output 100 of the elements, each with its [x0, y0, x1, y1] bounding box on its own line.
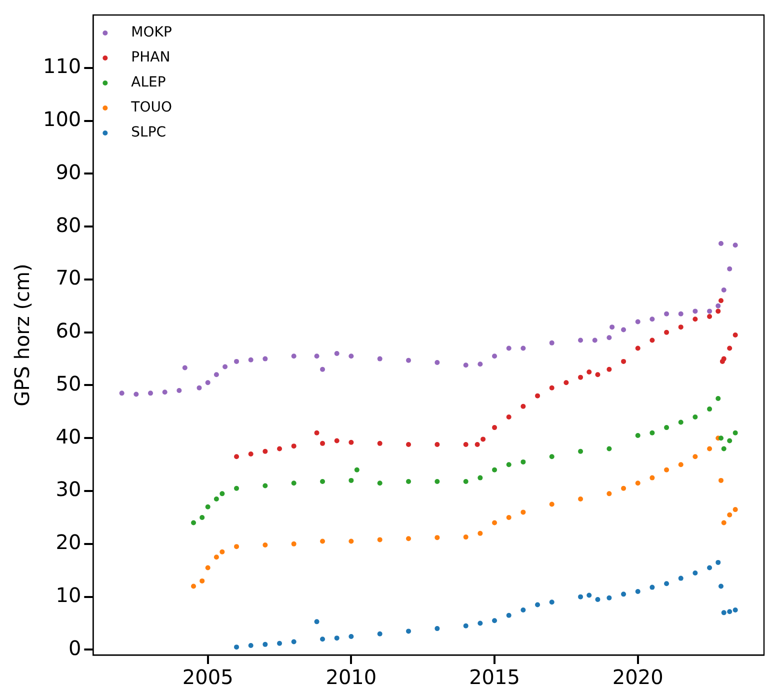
- point: [348, 440, 354, 445]
- point: [520, 404, 526, 409]
- point: [214, 554, 219, 560]
- point: [578, 448, 584, 454]
- point: [678, 576, 684, 581]
- point: [291, 480, 296, 486]
- point: [718, 584, 724, 589]
- point: [348, 538, 354, 544]
- point: [474, 442, 480, 447]
- legend-label: TOUO: [130, 100, 172, 116]
- point: [535, 393, 540, 398]
- legend-label: ALEP: [131, 74, 166, 91]
- point: [707, 565, 712, 570]
- point: [664, 330, 670, 335]
- point: [406, 442, 412, 447]
- point: [520, 608, 526, 613]
- point: [314, 430, 320, 436]
- point: [434, 442, 440, 447]
- point: [348, 478, 354, 483]
- point: [732, 608, 738, 613]
- point: [727, 346, 732, 351]
- y-tick-label: 10: [56, 583, 82, 608]
- point: [606, 491, 612, 496]
- point: [635, 346, 640, 351]
- point: [248, 357, 254, 362]
- x-tick-label: 2015: [469, 665, 520, 690]
- point: [354, 467, 360, 472]
- point: [692, 454, 698, 460]
- point: [664, 425, 670, 430]
- point: [635, 480, 640, 486]
- point: [463, 479, 468, 484]
- point: [334, 636, 340, 641]
- point: [732, 430, 738, 436]
- y-tick-label: 20: [56, 530, 82, 554]
- y-tick-label: 50: [56, 371, 82, 396]
- point: [506, 346, 512, 351]
- point: [463, 442, 468, 447]
- point: [463, 362, 468, 368]
- y-tick-label: 90: [56, 160, 82, 184]
- point: [220, 549, 225, 554]
- point: [234, 486, 240, 491]
- point: [262, 642, 268, 647]
- point: [248, 452, 254, 457]
- point: [727, 266, 732, 272]
- point: [606, 595, 612, 600]
- y-tick-label: 30: [56, 477, 82, 502]
- point: [520, 510, 526, 515]
- point: [262, 356, 268, 362]
- point: [727, 438, 732, 444]
- y-tick-label: 0: [68, 636, 82, 660]
- point: [191, 520, 196, 526]
- point: [478, 475, 483, 480]
- y-tick-label: 100: [42, 106, 82, 131]
- point: [234, 358, 240, 364]
- point: [549, 340, 554, 346]
- point: [234, 454, 240, 460]
- point: [520, 459, 526, 464]
- point: [291, 639, 296, 644]
- point: [716, 308, 721, 314]
- point: [492, 425, 498, 430]
- point: [262, 448, 268, 454]
- point: [119, 390, 124, 396]
- point: [377, 356, 382, 362]
- point: [678, 324, 684, 330]
- point: [549, 600, 554, 605]
- point: [635, 432, 640, 438]
- point: [134, 392, 139, 397]
- point: [650, 430, 655, 436]
- point: [718, 298, 724, 304]
- point: [148, 390, 154, 396]
- point: [586, 592, 592, 598]
- point: [406, 536, 412, 542]
- point: [320, 538, 326, 544]
- point: [707, 446, 712, 452]
- point: [291, 541, 296, 546]
- point: [320, 636, 326, 642]
- point: [606, 446, 612, 452]
- point: [732, 507, 738, 512]
- point: [277, 446, 282, 452]
- point: [678, 462, 684, 468]
- point: [621, 592, 626, 597]
- y-tick-label: 40: [56, 424, 82, 448]
- point: [535, 602, 540, 608]
- point: [320, 366, 326, 372]
- point: [721, 610, 726, 616]
- point: [348, 634, 354, 639]
- point: [434, 626, 440, 632]
- point: [520, 346, 526, 351]
- point: [549, 385, 554, 390]
- point: [480, 436, 486, 442]
- y-axis-title: GPS horz (cm): [10, 264, 34, 406]
- point: [314, 354, 320, 359]
- point: [621, 358, 626, 364]
- point: [692, 414, 698, 420]
- point: [586, 370, 592, 375]
- point: [721, 288, 726, 293]
- point: [635, 589, 640, 594]
- point: [492, 618, 498, 624]
- point: [664, 581, 670, 586]
- point: [718, 240, 724, 246]
